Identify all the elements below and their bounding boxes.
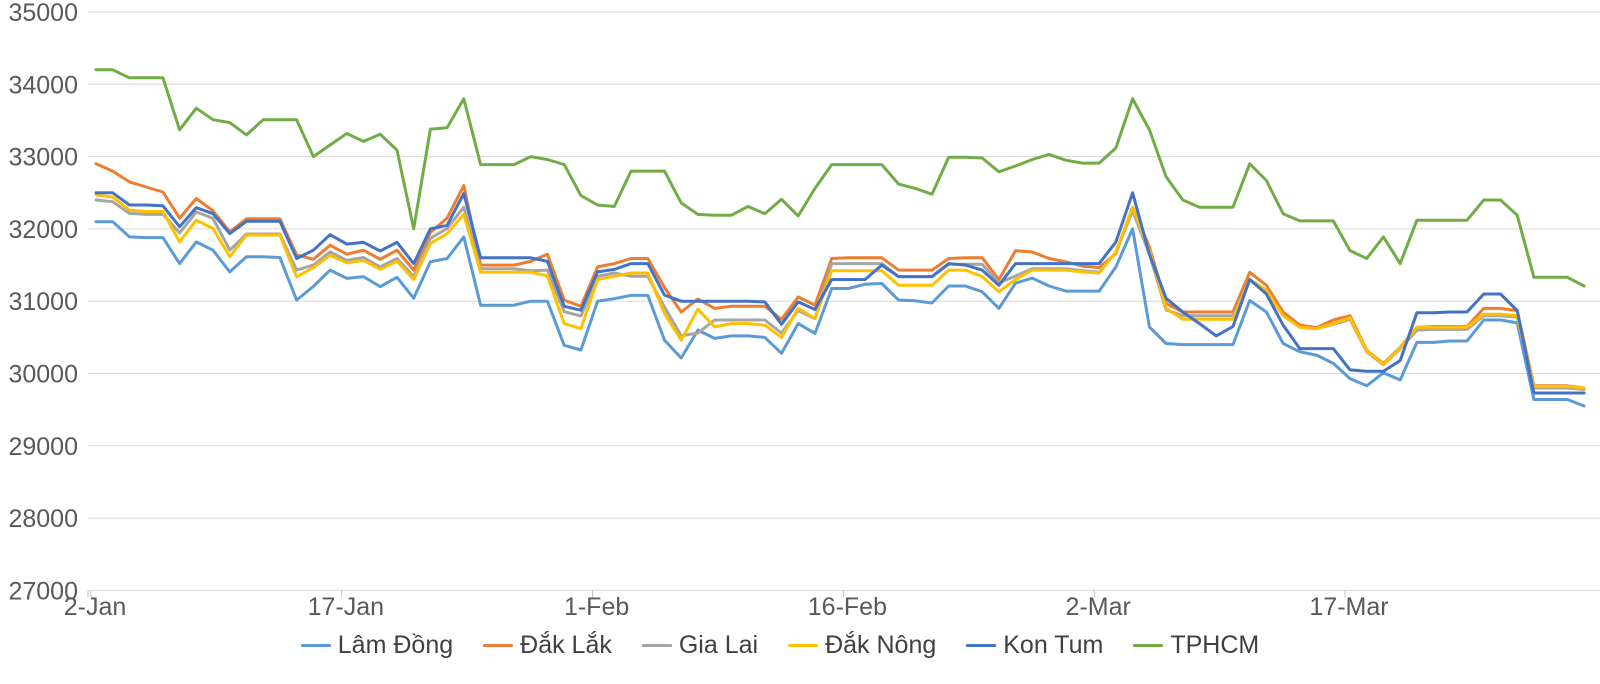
- legend-line-marker-kon-tum: [966, 643, 997, 648]
- legend-label--ak-lak: Đắk Lắk: [520, 631, 612, 659]
- legend-line-marker-lam-ong: [300, 643, 331, 648]
- legend-item-lam-ong: Lâm Đồng: [300, 631, 454, 660]
- legend-line-marker-tphcm: [1133, 643, 1164, 648]
- legend-label-gia-lai: Gia Lai: [678, 631, 759, 659]
- x-axis-label: 2-Mar: [1066, 593, 1131, 621]
- legend-item-kon-tum: Kon Tum: [966, 631, 1103, 660]
- x-axis-label: 17-Jan: [308, 593, 384, 621]
- series-line--ak-nong: [94, 193, 1586, 390]
- y-axis-label: 35000: [8, 0, 78, 27]
- legend-line-marker--ak-nong: [788, 643, 819, 648]
- y-axis-label: 29000: [8, 433, 78, 461]
- series-line-kon-tum: [94, 191, 1586, 395]
- series-line-lam-ong: [94, 220, 1586, 408]
- x-axis-label: 16-Feb: [808, 593, 887, 621]
- y-axis-label: 34000: [8, 71, 78, 99]
- y-axis-label: 27000: [8, 577, 78, 605]
- legend-label-lam-ong: Lâm Đồng: [337, 631, 454, 659]
- legend-label-tphcm: TPHCM: [1170, 631, 1260, 659]
- series-line--ak-lak: [94, 162, 1586, 390]
- y-axis-label: 28000: [8, 505, 78, 533]
- legend-item--ak-nong: Đắk Nông: [788, 631, 936, 660]
- legend-label--ak-nong: Đắk Nông: [825, 631, 937, 659]
- y-axis-label: 30000: [8, 361, 78, 389]
- legend-item-gia-lai: Gia Lai: [641, 631, 759, 660]
- series-line-tphcm: [94, 68, 1586, 288]
- y-axis-label: 33000: [8, 144, 78, 172]
- y-axis-label: 32000: [8, 216, 78, 244]
- x-axis-label: 17-Mar: [1309, 593, 1388, 621]
- chart-legend: Lâm Đồng Đắk Lắk Gia Lai Đắk Nông Kon Tum TPH…: [0, 631, 1560, 660]
- y-axis-label: 31000: [8, 288, 78, 316]
- legend-item-tphcm: TPHCM: [1133, 631, 1259, 660]
- legend-label-kon-tum: Kon Tum: [1003, 631, 1104, 659]
- legend-line-marker--ak-lak: [483, 643, 514, 648]
- legend-line-marker-gia-lai: [641, 643, 672, 648]
- x-axis-label: 1-Feb: [564, 593, 629, 621]
- x-axis-label: 2-Jan: [64, 593, 127, 621]
- legend-item--ak-lak: Đắk Lắk: [483, 631, 612, 660]
